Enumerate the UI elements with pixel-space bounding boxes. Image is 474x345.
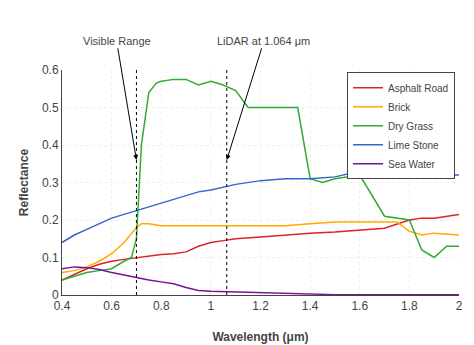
svg-text:2: 2 [456, 299, 463, 313]
svg-text:Brick: Brick [388, 102, 411, 113]
svg-text:0.6: 0.6 [42, 63, 59, 77]
svg-text:Visible Range: Visible Range [83, 35, 151, 47]
svg-text:0.4: 0.4 [42, 138, 59, 152]
svg-text:0.1: 0.1 [42, 251, 59, 265]
svg-text:Reflectance: Reflectance [17, 148, 31, 216]
svg-text:Asphalt Road: Asphalt Road [388, 83, 448, 94]
svg-text:Sea Water: Sea Water [388, 159, 436, 170]
svg-text:0.8: 0.8 [153, 299, 170, 313]
svg-text:1.4: 1.4 [302, 299, 319, 313]
svg-text:1.6: 1.6 [351, 299, 368, 313]
svg-text:Lime Stone: Lime Stone [388, 140, 439, 151]
svg-text:Dry Grass: Dry Grass [388, 121, 433, 132]
svg-text:1: 1 [208, 299, 215, 313]
svg-text:0.3: 0.3 [42, 176, 59, 190]
svg-text:Wavelength (μm): Wavelength (μm) [212, 330, 308, 344]
svg-text:1.2: 1.2 [252, 299, 269, 313]
svg-text:0.2: 0.2 [42, 213, 59, 227]
svg-text:0: 0 [52, 288, 59, 302]
svg-text:0.6: 0.6 [103, 299, 120, 313]
svg-text:LiDAR at 1.064 μm: LiDAR at 1.064 μm [217, 35, 310, 47]
svg-text:0.4: 0.4 [54, 299, 71, 313]
svg-text:0.5: 0.5 [42, 101, 59, 115]
svg-text:1.8: 1.8 [401, 299, 418, 313]
